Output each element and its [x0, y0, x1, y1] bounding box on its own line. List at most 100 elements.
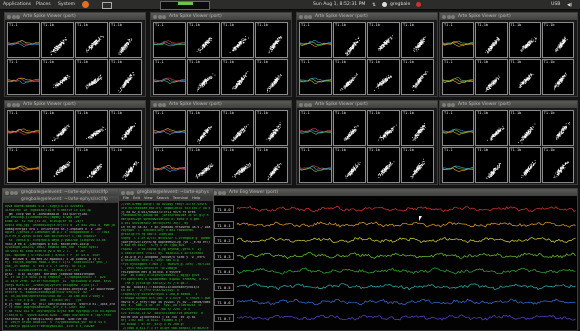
projection-panel[interactable]: T1.1b [75, 110, 108, 146]
projection-panel[interactable]: T1.1b [255, 110, 288, 146]
projection-panel[interactable]: T1.1b [221, 147, 254, 183]
projection-panel[interactable]: T1.1b [187, 59, 220, 95]
maximize-icon[interactable] [16, 14, 20, 19]
spike-viewer-titlebar[interactable]: Arte Spike Viewer (port) [5, 101, 145, 108]
projection-panel[interactable]: T1.1b [187, 147, 220, 183]
spike-viewer-window[interactable]: Arte Spike Viewer (port) T1.1 T1.1b T1.1b T1… [439, 100, 578, 185]
spike-viewer-window[interactable]: Arte Spike Viewer (port) T1.1 T1.1b T1.1b T1… [150, 12, 292, 97]
projection-panel[interactable]: T1.1b [541, 59, 574, 95]
network-icon[interactable]: ⇅ [372, 3, 376, 8]
minimize-icon[interactable] [446, 102, 451, 107]
firefox-icon[interactable] [82, 1, 89, 8]
projection-panel[interactable]: T1.1b [333, 22, 366, 58]
close-icon[interactable] [299, 102, 303, 107]
minimize-icon[interactable] [157, 14, 162, 19]
maximize-icon[interactable] [308, 14, 312, 19]
waveform-panel[interactable]: T1.1 [299, 110, 332, 146]
projection-panel[interactable]: T1.1b [541, 22, 574, 58]
waveform-panel[interactable]: T1.1 [442, 59, 475, 95]
projection-panel[interactable]: T1.1b [221, 22, 254, 58]
applications-menu[interactable]: Applications [3, 2, 32, 7]
waveform-panel[interactable]: T1.1 [299, 147, 332, 183]
projection-panel[interactable]: T1.1b [41, 22, 74, 58]
projection-panel[interactable]: T1.1b [401, 22, 434, 58]
projection-panel[interactable]: T1.1b [367, 110, 400, 146]
projection-panel[interactable]: T1.1b [109, 22, 142, 58]
projection-panel[interactable]: T1.1b [475, 59, 508, 95]
projection-panel[interactable]: T1.1b [75, 147, 108, 183]
minimize-icon[interactable] [446, 14, 451, 19]
projection-panel[interactable]: T1.1b [221, 110, 254, 146]
waveform-panel[interactable]: T1.1 [7, 59, 40, 95]
maximize-icon[interactable] [162, 102, 166, 107]
power-icon[interactable] [416, 2, 421, 7]
projection-panel[interactable]: T1.1b [41, 110, 74, 146]
waveform-panel[interactable]: T1.1 [442, 110, 475, 146]
projection-panel[interactable]: T1.1b [187, 110, 220, 146]
minimize-icon[interactable] [11, 14, 16, 19]
spike-viewer-titlebar[interactable]: Arte Spike Viewer (port) [151, 101, 291, 108]
waveform-panel[interactable]: T1.1 [7, 22, 40, 58]
close-icon[interactable] [442, 102, 446, 107]
minimize-icon[interactable] [157, 102, 162, 107]
projection-panel[interactable]: T1.1b [367, 59, 400, 95]
projection-panel[interactable]: T1.1b [75, 59, 108, 95]
projection-panel[interactable]: T1.1b [367, 147, 400, 183]
projection-panel[interactable]: T1.1b [333, 110, 366, 146]
minimize-icon[interactable] [303, 14, 308, 19]
maximize-icon[interactable] [308, 102, 312, 107]
projection-panel[interactable]: T1.1b [401, 59, 434, 95]
maximize-icon[interactable] [451, 14, 455, 19]
close-icon[interactable] [7, 14, 11, 19]
projection-panel[interactable]: T1.1b [401, 110, 434, 146]
projection-panel[interactable]: T1.1b [401, 147, 434, 183]
minimize-icon[interactable] [303, 102, 308, 107]
projection-panel[interactable]: T1.1b [333, 147, 366, 183]
waveform-panel[interactable]: T1.1 [7, 147, 40, 183]
waveform-panel[interactable]: T1.1 [299, 59, 332, 95]
maximize-icon[interactable] [16, 102, 20, 107]
volume-icon[interactable]: ◀) [567, 3, 573, 8]
spike-viewer-titlebar[interactable]: Arte Spike Viewer (port) [151, 13, 291, 20]
projection-panel[interactable]: T1.1b [367, 22, 400, 58]
projection-panel[interactable]: T1.1b [475, 110, 508, 146]
spike-viewer-titlebar[interactable]: Arte Spike Viewer (port) [297, 13, 437, 20]
waveform-panel[interactable]: T1.1 [153, 22, 186, 58]
close-icon[interactable] [442, 14, 446, 19]
projection-panel[interactable]: T1.1b [508, 22, 541, 58]
projection-panel[interactable]: T1.1b [508, 59, 541, 95]
projection-panel[interactable]: T1.1b [41, 147, 74, 183]
waveform-panel[interactable]: T1.1 [153, 147, 186, 183]
projection-panel[interactable]: T1.1b [475, 22, 508, 58]
spike-viewer-window[interactable]: Arte Spike Viewer (port) T1.1 T1.1b T1.1b T1… [296, 12, 438, 97]
projection-panel[interactable]: T1.1b [109, 147, 142, 183]
projection-panel[interactable]: T1.1b [255, 59, 288, 95]
user-name[interactable]: gregbale [390, 2, 411, 7]
places-menu[interactable]: Places [36, 2, 51, 7]
minimize-icon[interactable] [11, 102, 16, 107]
spike-viewer-titlebar[interactable]: Arte Spike Viewer (port) [5, 13, 145, 20]
spike-viewer-window[interactable]: Arte Spike Viewer (port) T1.1 T1.1b T1.1b T1… [439, 12, 578, 97]
close-icon[interactable] [299, 14, 303, 19]
system-menu[interactable]: System [58, 2, 76, 7]
maximize-icon[interactable] [162, 14, 166, 19]
maximize-icon[interactable] [451, 102, 455, 107]
waveform-panel[interactable]: T1.1 [153, 59, 186, 95]
spike-viewer-window[interactable]: Arte Spike Viewer (port) T1.1 T1.1b T1.1b T1… [4, 12, 146, 97]
projection-panel[interactable]: T1.1b [508, 110, 541, 146]
projection-panel[interactable]: T1.1b [109, 110, 142, 146]
projection-panel[interactable]: T1.1b [221, 59, 254, 95]
waveform-panel[interactable]: T1.1 [153, 110, 186, 146]
spike-viewer-titlebar[interactable]: Arte Spike Viewer (port) [297, 101, 437, 108]
terminal-launcher-icon[interactable] [102, 2, 112, 9]
waveform-panel[interactable]: T1.1 [442, 22, 475, 58]
spike-viewer-titlebar[interactable]: Arte Spike Viewer (port) [440, 13, 577, 20]
projection-panel[interactable]: T1.1b [187, 22, 220, 58]
keyboard-indicator[interactable]: USB [551, 2, 561, 7]
projection-panel[interactable]: T1.1b [109, 59, 142, 95]
waveform-panel[interactable]: T1.1 [299, 22, 332, 58]
close-icon[interactable] [7, 102, 11, 107]
close-icon[interactable] [153, 102, 157, 107]
spike-viewer-window[interactable]: Arte Spike Viewer (port) T1.1 T1.1b T1.1b T1… [296, 100, 438, 185]
spike-viewer-window[interactable]: Arte Spike Viewer (port) T1.1 T1.1b T1.1b T1… [4, 100, 146, 185]
